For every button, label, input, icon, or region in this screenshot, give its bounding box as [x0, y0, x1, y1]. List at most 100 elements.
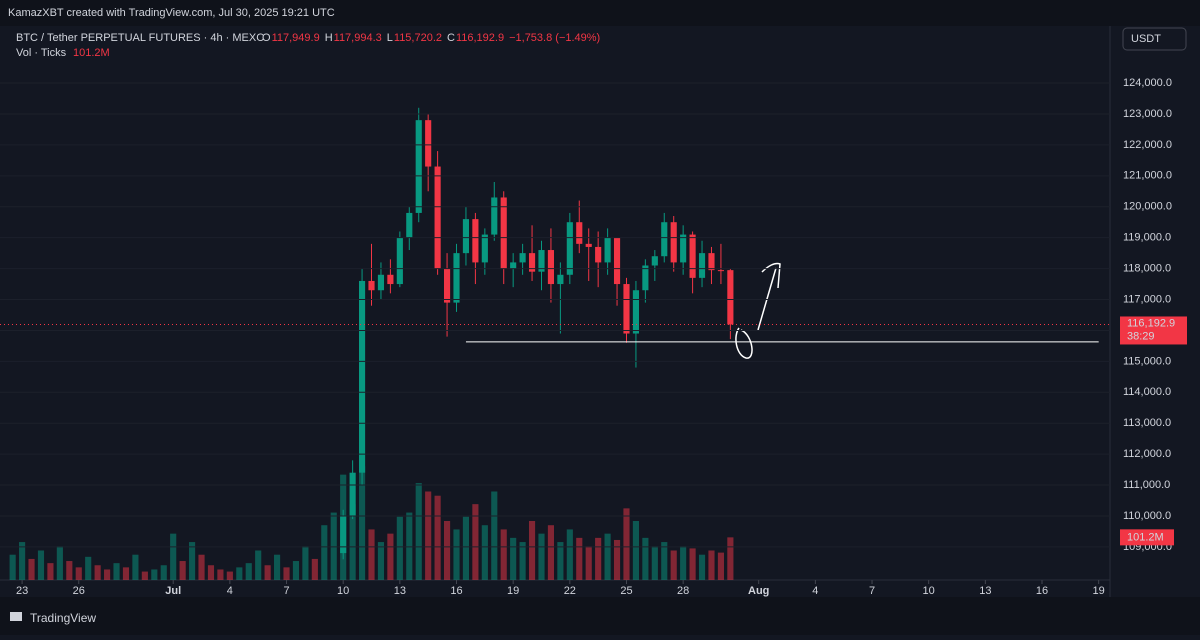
volume-bar [727, 537, 734, 580]
volume-bar [425, 491, 432, 580]
x-tick-label: 13 [394, 585, 406, 597]
volume-bar [708, 550, 715, 580]
x-tick-label: 10 [337, 585, 349, 597]
candle-body [491, 197, 498, 235]
y-tick-label: 118,000.0 [1123, 262, 1171, 274]
x-tick-label: 13 [979, 585, 991, 597]
price-tag-label: 116,192.9 [1127, 317, 1175, 329]
volume-bar [415, 483, 422, 580]
volume-bar [321, 525, 328, 580]
candle-body [651, 256, 658, 266]
legend-value: 117,994.3 [334, 32, 382, 44]
volume-bar [632, 521, 640, 580]
candle-body [340, 515, 347, 554]
volume-bar [28, 558, 35, 580]
x-tick-label: 16 [450, 585, 462, 597]
candle-body [661, 222, 668, 257]
candle-body [698, 253, 706, 278]
y-tick-label: 113,000.0 [1123, 417, 1171, 429]
candle-body [689, 234, 696, 278]
candle-body [547, 250, 555, 285]
y-tick-label: 122,000.0 [1123, 139, 1172, 151]
x-tick-label: Aug [748, 585, 769, 597]
volume-bar [547, 525, 555, 580]
candle-body [462, 219, 470, 254]
volume-bar [557, 542, 564, 580]
volume-bar [179, 561, 186, 580]
volume-bar [642, 537, 649, 580]
y-tick-label: 112,000.0 [1123, 448, 1171, 460]
volume-bar [85, 556, 92, 580]
x-tick-label: 26 [73, 585, 85, 597]
volume-bar [283, 567, 290, 580]
candle-body [623, 284, 630, 334]
volume-bar [717, 552, 724, 580]
volume-bar [75, 567, 82, 580]
volume-bar [311, 558, 318, 580]
volume-bar [151, 569, 158, 580]
candle-body [472, 219, 479, 263]
y-tick-label: 123,000.0 [1123, 108, 1172, 120]
volume-bar [510, 537, 517, 580]
y-tick-label: 114,000.0 [1123, 386, 1171, 398]
candle-body [425, 120, 432, 167]
y-tick-label: 120,000.0 [1123, 201, 1172, 213]
volume-bar [528, 521, 536, 580]
volume-bar [198, 554, 205, 580]
x-tick-label: 16 [1036, 585, 1048, 597]
x-tick-label: 25 [620, 585, 632, 597]
legend-value: 117,949.9 [272, 32, 320, 44]
volume-bar [377, 542, 385, 580]
volume-bar [519, 542, 526, 580]
volume-bar [661, 542, 668, 580]
volume-bar [37, 550, 45, 580]
volume-bar [122, 567, 130, 580]
volume-bar [368, 529, 375, 580]
volume-bar [481, 525, 488, 580]
volume-value: 101.2M [73, 47, 110, 59]
volume-bar [406, 512, 413, 580]
volume-bar [302, 546, 309, 580]
candle-body [670, 222, 677, 263]
y-tick-label: 111,000.0 [1123, 479, 1170, 491]
candle-body [566, 222, 573, 275]
volume-bar [613, 539, 621, 580]
volume-bar [538, 533, 545, 580]
candle-body [349, 472, 356, 516]
x-tick-label: 22 [564, 585, 576, 597]
ohlc-legend: O 117,949.9 H 117,994.3 L 115,720.2 C 116,192.9… [262, 32, 600, 44]
volume-bar [94, 565, 101, 580]
candle-body [708, 253, 715, 271]
x-tick-label: 28 [677, 585, 689, 597]
volume-bar [623, 508, 630, 580]
volume-label: Vol · Ticks [16, 47, 67, 59]
legend-change: −1,753.8 (−1.49%) [509, 32, 600, 44]
x-tick-label: 4 [227, 585, 233, 597]
volume-bar [585, 546, 592, 580]
x-tick-label: 19 [507, 585, 519, 597]
x-tick-label: 10 [923, 585, 935, 597]
volume-tag-label: 101.2M [1127, 531, 1164, 543]
candle-body [642, 265, 649, 291]
volume-bar [104, 569, 111, 580]
countdown: 38:29 [1127, 330, 1155, 342]
volume-bar [113, 563, 120, 580]
y-tick-label: 115,000.0 [1123, 355, 1171, 367]
volume-bar [66, 561, 73, 580]
volume-bar [226, 571, 233, 580]
volume-bar [245, 563, 252, 580]
price-tag [1120, 316, 1187, 345]
y-tick-label: 117,000.0 [1123, 293, 1171, 305]
volume-bar [330, 512, 337, 580]
volume-bar [160, 565, 167, 580]
x-tick-label: 7 [869, 585, 875, 597]
volume-bar [264, 565, 271, 580]
footer [0, 597, 1200, 635]
currency-button[interactable] [1122, 27, 1187, 51]
currency[interactable]: USDT [1131, 33, 1161, 45]
brand: TradingView [30, 611, 96, 625]
candle-body [387, 274, 394, 285]
candle-body [406, 212, 413, 238]
candle-body [680, 234, 687, 263]
